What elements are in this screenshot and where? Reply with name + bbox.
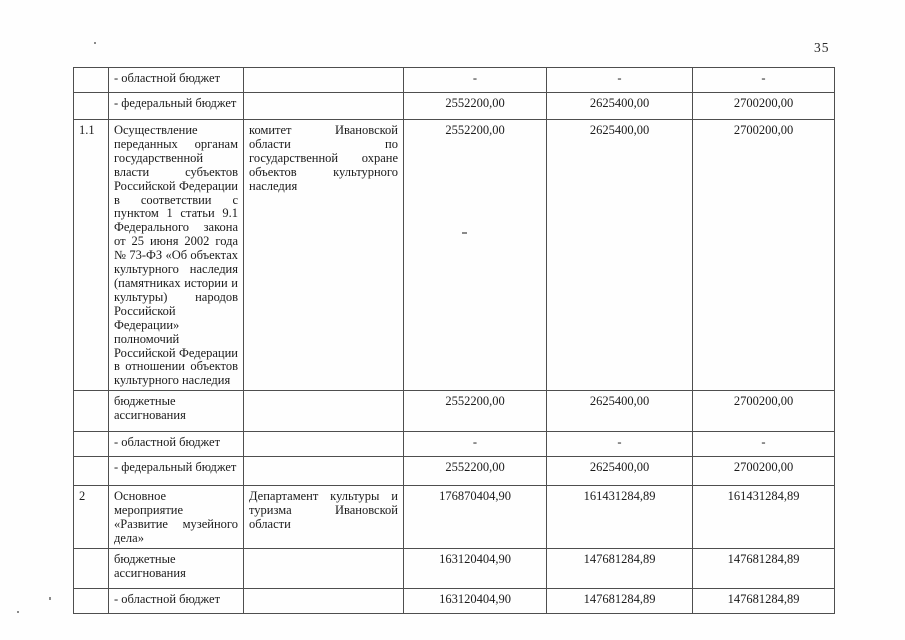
value-cell: 2625400,00 (546, 390, 693, 433)
scan-speck (94, 42, 96, 44)
program-name-cell: бюджетные ассигнования (108, 390, 244, 433)
value-cell: 176870404,90 (403, 485, 547, 549)
table-row: - областной бюджет 163120404,90 14768128… (73, 587, 835, 614)
row-number-cell: 1.1 (73, 118, 109, 392)
value-cell: 147681284,89 (546, 587, 693, 614)
value-cell: 2625400,00 (546, 118, 693, 392)
budget-table: - областной бюджет - - - - федеральный б… (73, 67, 835, 614)
program-name-cell: - областной бюджет (108, 67, 244, 93)
page-number: 35 (814, 40, 830, 55)
value-cell: 163120404,90 (403, 587, 547, 614)
value-cell: 161431284,89 (546, 485, 693, 549)
value-cell: 2625400,00 (546, 456, 693, 487)
value-cell: - (692, 431, 835, 458)
row-number-cell: 2 (73, 485, 109, 549)
program-name-cell: - областной бюджет (108, 431, 244, 458)
table-row: - областной бюджет - - - (73, 431, 835, 458)
value-cell: - (403, 431, 547, 458)
table-row: бюджетные ассигнования 2552200,00 262540… (73, 390, 835, 433)
value-cell: 2700200,00 (692, 390, 835, 433)
executor-cell (243, 431, 404, 458)
table-row: 1.1 Осуществление переданных органам гос… (73, 118, 835, 392)
value-cell: - (546, 67, 693, 93)
program-name-cell: - областной бюджет (108, 587, 244, 614)
executor-cell (243, 547, 404, 589)
executor-cell: Департамент культуры и туризма Ивановско… (243, 485, 404, 549)
value-cell: 2552200,00 (403, 118, 547, 392)
value-cell: 147681284,89 (546, 547, 693, 589)
value-cell: 163120404,90 (403, 547, 547, 589)
executor-cell (243, 587, 404, 614)
executor-cell (243, 67, 404, 93)
table-row: бюджетные ассигнования 163120404,90 1476… (73, 547, 835, 589)
value-cell: - (546, 431, 693, 458)
scan-speck (49, 597, 51, 600)
executor-cell (243, 456, 404, 487)
executor-cell: комитет Ивановской области по государств… (243, 118, 404, 392)
value-cell: 147681284,89 (692, 587, 835, 614)
table-row: 2 Основное мероприятие «Развитие музейно… (73, 485, 835, 549)
value-cell: 147681284,89 (692, 547, 835, 589)
executor-cell (243, 92, 404, 120)
program-name-cell: - федеральный бюджет (108, 456, 244, 487)
value-cell: 2552200,00 (403, 390, 547, 433)
table-row: - областной бюджет - - - (73, 67, 835, 93)
value-cell: 2700200,00 (692, 456, 835, 487)
value-cell: 2700200,00 (692, 118, 835, 392)
row-number-cell (73, 456, 109, 487)
row-number-cell (73, 67, 109, 93)
program-name-cell: бюджетные ассигнования (108, 547, 244, 589)
row-number-cell (73, 587, 109, 614)
executor-cell (243, 390, 404, 433)
table-row: - федеральный бюджет 2552200,00 2625400,… (73, 92, 835, 120)
row-number-cell (73, 390, 109, 433)
scan-speck (462, 232, 467, 234)
value-cell: - (403, 67, 547, 93)
program-name-cell: Основное мероприятие «Развитие музейного… (108, 485, 244, 549)
value-cell: 161431284,89 (692, 485, 835, 549)
row-number-cell (73, 431, 109, 458)
value-cell: 2625400,00 (546, 92, 693, 120)
value-cell: 2552200,00 (403, 456, 547, 487)
scan-speck (17, 611, 19, 613)
table-row: - федеральный бюджет 2552200,00 2625400,… (73, 456, 835, 487)
program-name-cell: - федеральный бюджет (108, 92, 244, 120)
row-number-cell (73, 547, 109, 589)
row-number-cell (73, 92, 109, 120)
value-cell: - (692, 67, 835, 93)
value-cell: 2552200,00 (403, 92, 547, 120)
value-cell: 2700200,00 (692, 92, 835, 120)
program-name-cell: Осуществление переданных органам государ… (108, 118, 244, 392)
